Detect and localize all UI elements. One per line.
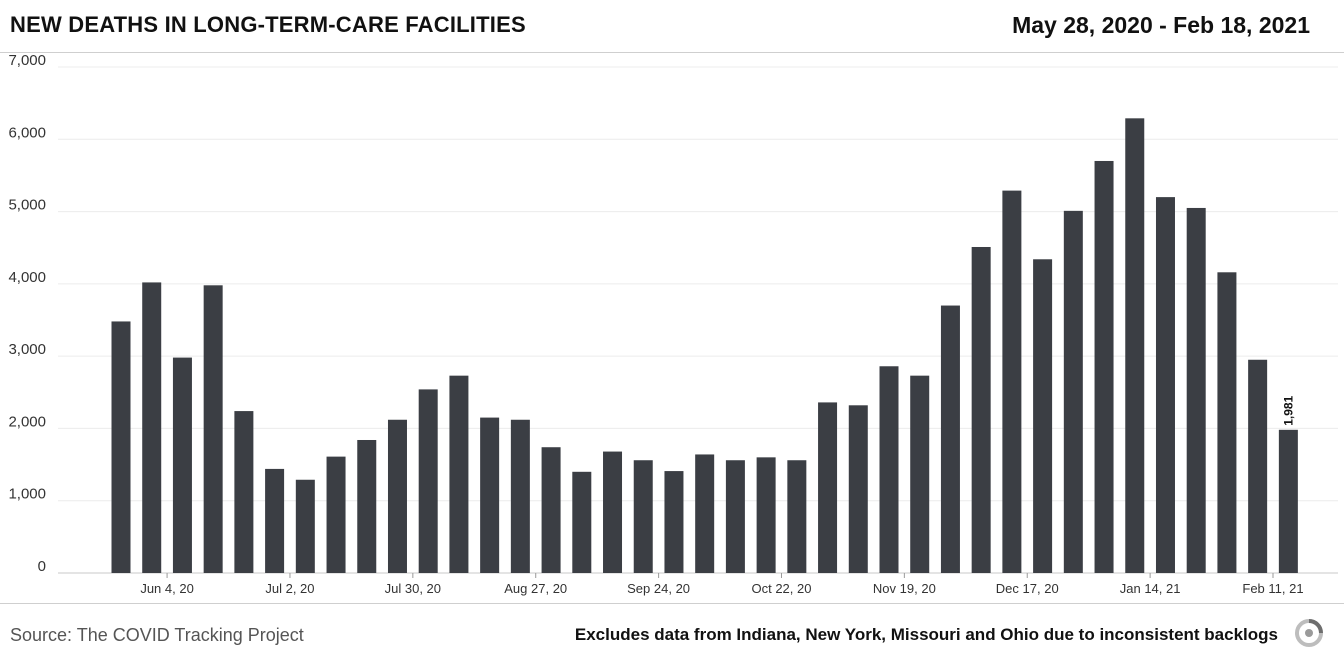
bar (172, 357, 192, 573)
bar (664, 471, 684, 573)
bar (1002, 190, 1022, 573)
bar (971, 246, 991, 573)
bar (418, 389, 438, 573)
y-tick-label: 4,000 (8, 269, 46, 286)
chart-header: NEW DEATHS IN LONG-TERM-CARE FACILITIES … (0, 0, 1344, 53)
date-range: May 28, 2020 - Feb 18, 2021 (1012, 12, 1310, 38)
x-tick-label: Aug 27, 20 (504, 581, 567, 596)
bar (1094, 160, 1114, 573)
bar (510, 419, 530, 573)
bar (695, 454, 715, 573)
y-tick-label: 7,000 (8, 52, 46, 69)
bar (633, 460, 653, 573)
source-text: Source: The COVID Tracking Project (10, 625, 304, 645)
bar (265, 468, 285, 573)
bar (1125, 118, 1145, 573)
bar (449, 375, 469, 573)
bar (111, 321, 131, 573)
bar (1217, 272, 1237, 573)
chart-footer: Source: The COVID Tracking Project Exclu… (0, 603, 1344, 669)
data-label: 1,981 (1281, 395, 1295, 425)
x-tick-label: Jul 2, 20 (265, 581, 314, 596)
bar (1033, 259, 1053, 573)
bar (387, 419, 407, 573)
y-tick-label: 5,000 (8, 197, 46, 214)
bar (910, 375, 930, 573)
y-tick-label: 2,000 (8, 413, 46, 430)
bar (725, 460, 745, 573)
bar (572, 471, 592, 573)
bar (787, 460, 807, 573)
bar (357, 439, 377, 573)
bar (1248, 359, 1268, 573)
x-tick-label: Sep 24, 20 (627, 581, 690, 596)
x-tick-label: Oct 22, 20 (751, 581, 811, 596)
x-tick-label: Jun 4, 20 (140, 581, 194, 596)
bar-chart: 0 1,000 2,000 3,000 4,000 5,000 6,000 7,000 Jun … (8, 52, 1338, 596)
bar (142, 282, 162, 573)
bar (326, 456, 346, 573)
bar (1186, 207, 1206, 573)
bar (756, 457, 776, 573)
bar (879, 366, 899, 573)
bar (848, 405, 868, 573)
bar (541, 447, 561, 573)
bar (203, 285, 223, 573)
x-tick-label: Feb 11, 21 (1242, 581, 1303, 596)
x-tick-label: Jan 14, 21 (1120, 581, 1181, 596)
bar (1155, 197, 1175, 573)
bar (940, 305, 960, 573)
chart-title: NEW DEATHS IN LONG-TERM-CARE FACILITIES (10, 12, 526, 37)
footnote-text: Excludes data from Indiana, New York, Mi… (574, 625, 1278, 644)
y-tick-label: 0 (38, 558, 46, 575)
covid-tracking-project-logo-icon (1295, 619, 1323, 647)
y-tick-label: 6,000 (8, 124, 46, 141)
bar (295, 479, 315, 573)
bar (234, 411, 254, 573)
y-tick-label: 3,000 (8, 341, 46, 358)
bar (818, 402, 838, 573)
x-tick-label: Nov 19, 20 (873, 581, 936, 596)
bar (1278, 429, 1298, 573)
bar (1063, 210, 1083, 573)
bar (480, 417, 500, 573)
x-tick-label: Jul 30, 20 (385, 581, 441, 596)
bar (603, 451, 623, 573)
x-tick-label: Dec 17, 20 (996, 581, 1059, 596)
y-tick-label: 1,000 (8, 486, 46, 503)
